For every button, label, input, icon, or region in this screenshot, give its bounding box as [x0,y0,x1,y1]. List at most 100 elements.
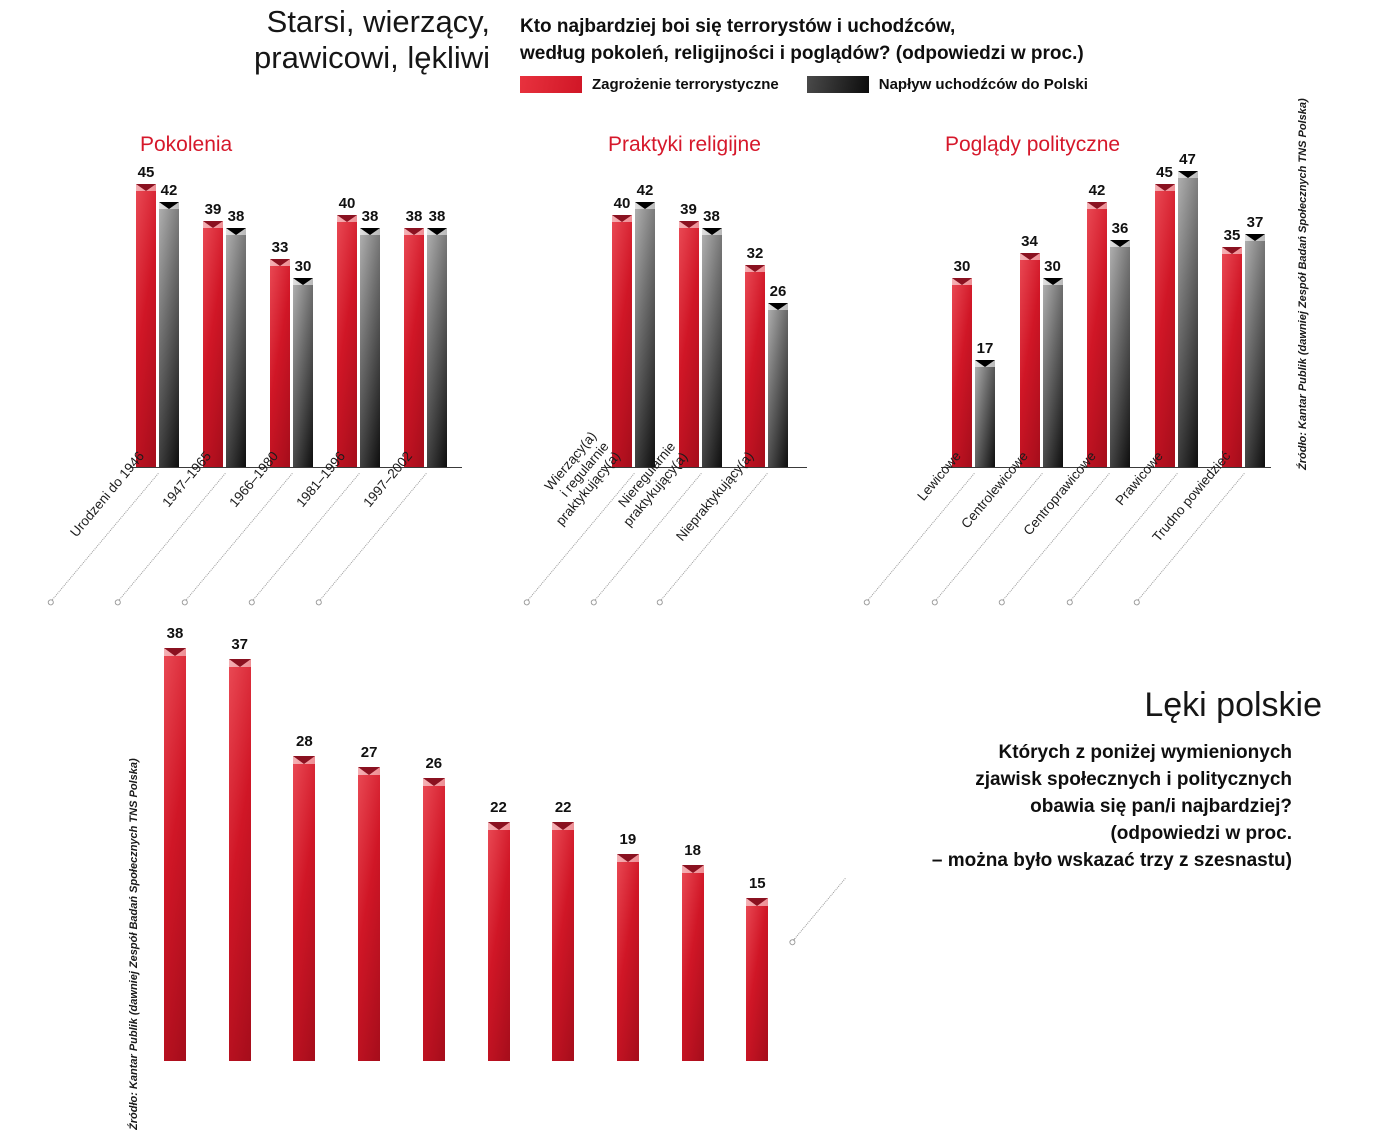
value-label: 32 [746,245,764,263]
source-note-bottom: Źródło: Kantar Publik (dawniej Zespół Ba… [128,758,140,1130]
legend: Zagrożenie terrorystyczne Napływ uchodźc… [520,76,1088,93]
bar-refugees-wrap: 38 [701,208,722,467]
bar-refugees-wrap: 38 [226,208,246,467]
bar-refugees-wrap: 37 [1245,214,1265,467]
bar-terror-wrap: 45 [1154,164,1175,467]
chart-leki-polskie: 38 37 28 27 26 22 22 19 18 15 [155,625,895,1061]
value-label: 28 [296,733,313,750]
bar-cap [293,756,316,764]
bar-refugees [226,227,246,467]
legend-label-terror: Zagrożenie terrorystyczne [592,76,779,93]
bar-terror [203,221,223,467]
value-label: 37 [1246,213,1264,231]
bar-terror [745,265,765,467]
legend-label-refugees: Napływ uchodźców do Polski [878,76,1088,93]
value-label: 22 [554,799,572,816]
bar-wrap: 19 [616,630,639,1061]
bar-fear [164,648,186,1061]
bar-terror [612,215,632,467]
bar-wrap: 38 [164,625,186,1061]
bar-fear [746,898,769,1061]
value-label: 38 [166,625,184,642]
bar-cap [678,221,699,229]
bar-refugees-wrap: 36 [1110,220,1130,467]
bar-group: 39 38 [203,201,246,467]
bar-group: 39 38 [678,201,722,467]
bar-cap [1042,278,1063,285]
value-label: 42 [636,182,654,200]
bar-fear [228,659,251,1061]
value-label: 34 [1021,232,1038,250]
value-label: 36 [1111,220,1129,238]
bar-cap [228,659,251,667]
bar-cap [768,303,788,311]
bar-refugees [427,227,447,467]
bar-group: 42 36 [1087,182,1130,467]
value-label: 26 [769,283,787,301]
bar-cap [701,227,722,235]
bar-wrap: 28 [293,630,316,1061]
bar-cap [1177,170,1198,178]
value-label: 39 [204,201,222,219]
value-label: 42 [160,182,178,200]
bar-cap [616,854,639,862]
bar-refugees [293,278,313,467]
value-label: 40 [613,195,631,212]
bar-wrap: 18 [681,630,704,1061]
chart-praktyki: 40 42 Wierzący(a) i regularnie praktykując… [527,167,807,601]
bar-cap [487,822,510,830]
bar-refugees-wrap: 47 [1177,150,1198,467]
bar-terror-wrap: 38 [404,208,424,467]
bar-refugees [1042,278,1063,467]
value-label: 26 [425,755,443,772]
bar-terror-wrap: 30 [952,258,972,467]
value-label: 42 [1088,182,1106,200]
bar-refugees [360,227,380,467]
bar-group: 30 17 [952,258,995,467]
bar-cap [1110,240,1130,248]
value-label: 30 [1044,258,1061,275]
bar-refugees-wrap: 38 [360,208,380,467]
category-label: Lewicowe [914,449,964,505]
value-label: 47 [1179,150,1196,168]
bar-cap [1019,252,1040,260]
bar-terror-wrap: 42 [1087,182,1107,467]
bar-cap [746,898,769,906]
bar-refugees [635,202,655,467]
bar-cap [164,648,186,656]
bar-terror-wrap: 40 [612,195,632,467]
value-label: 30 [953,258,971,275]
bar-cap [1222,246,1242,254]
value-label: 27 [360,744,378,761]
bar-wrap: 27 [358,630,381,1061]
bar-refugees [1110,240,1130,467]
bar-cap [635,202,655,210]
bar-refugees [159,202,179,467]
question-text: Kto najbardziej boi się terrorystów i uc… [520,16,1084,64]
category-label: Wierzący(a) i regularnie praktykujący(a) [542,429,624,529]
bar-cap [270,259,290,267]
bar-refugees [701,227,722,467]
value-label: 18 [684,842,701,859]
bar-group: 32 26 [745,245,788,467]
chart-title-pokolenia: Pokolenia [140,133,233,156]
leki-title: Lęki polskie [1144,686,1322,724]
bar-wrap: 22 [487,630,510,1061]
value-label: 45 [137,163,155,181]
bar-terror-wrap: 45 [136,163,156,467]
value-label: 33 [271,239,289,257]
chart-poglady: 30 17 Lewicowe 34 30 Centrolewicowe 42 36 Centro… [867,151,1271,601]
bar-refugees [1177,170,1198,467]
chart-pokolenia: 45 42 Urodzeni do 1946 39 38 1947–1965 33 30 196… [51,163,462,601]
source-note: Źródło: Kantar Publik (dawniej Zespół Ba… [1297,98,1309,470]
legend-swatch-terror [520,76,582,93]
bar-group: 40 42 [612,182,655,467]
bar-cap [552,822,575,830]
value-label: 38 [227,207,245,225]
bar-terror [1087,202,1107,467]
bar-cap [422,778,445,786]
value-label: 38 [405,207,423,225]
bar-wrap: 37 [228,630,251,1061]
chart-title-praktyki: Praktyki religijne [608,133,761,156]
bar-group: 45 42 [136,163,179,467]
